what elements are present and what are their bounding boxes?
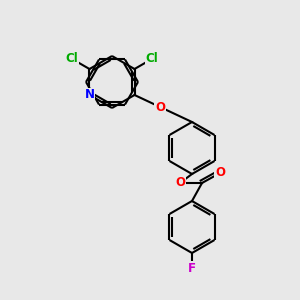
Text: Cl: Cl bbox=[146, 52, 158, 65]
Text: O: O bbox=[155, 101, 165, 114]
Text: F: F bbox=[188, 262, 196, 275]
Text: Cl: Cl bbox=[66, 52, 79, 65]
Text: O: O bbox=[175, 176, 185, 190]
Text: O: O bbox=[215, 167, 225, 179]
Text: N: N bbox=[85, 88, 94, 101]
